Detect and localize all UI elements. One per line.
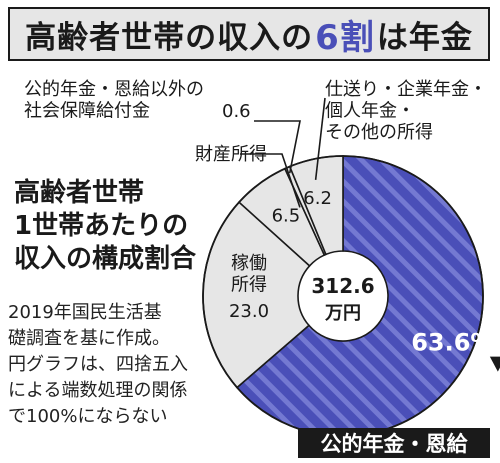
other-income-label: 仕送り・企業年金・個人年金・その他の所得 [325, 79, 487, 143]
center-total-unit: 万円 [324, 303, 361, 324]
property-income-label: 財産所得 [195, 144, 267, 165]
page-title: 高齢者世帯の収入の 6割 は年金 [8, 7, 490, 61]
social-benefit-label: 公的年金・恩給以外の社会保障給付金 [24, 79, 204, 122]
pension-pointer [489, 356, 500, 372]
chart-subtitle: 高齢者世帯 1世帯あたりの 収入の構成割合 [14, 178, 197, 274]
center-total-value: 312.6 [311, 274, 374, 298]
pension-legend-label: 公的年金・恩給 [298, 428, 490, 458]
title-highlight: 6割 [315, 17, 375, 58]
property-income-value: 6.5 [272, 205, 301, 226]
other-income-value: 6.2 [303, 188, 332, 209]
title-text: 高齢者世帯の収入の [25, 19, 314, 56]
title-suffix: は年金 [376, 19, 473, 56]
social-benefit-value: 0.6 [222, 101, 251, 122]
pension-value-label: 63.6% [411, 329, 494, 357]
social-benefit-leader-line [254, 120, 301, 174]
work-income-value: 23.0 [229, 301, 269, 322]
source-note: 2019年国民生活基 礎調査を基に作成。 円グラフは、四捨五入 による端数処理の… [8, 302, 188, 427]
work-income-label: 稼働所得 [231, 253, 267, 296]
other-income-leader-line [314, 97, 326, 180]
property-leader-line [240, 153, 301, 208]
